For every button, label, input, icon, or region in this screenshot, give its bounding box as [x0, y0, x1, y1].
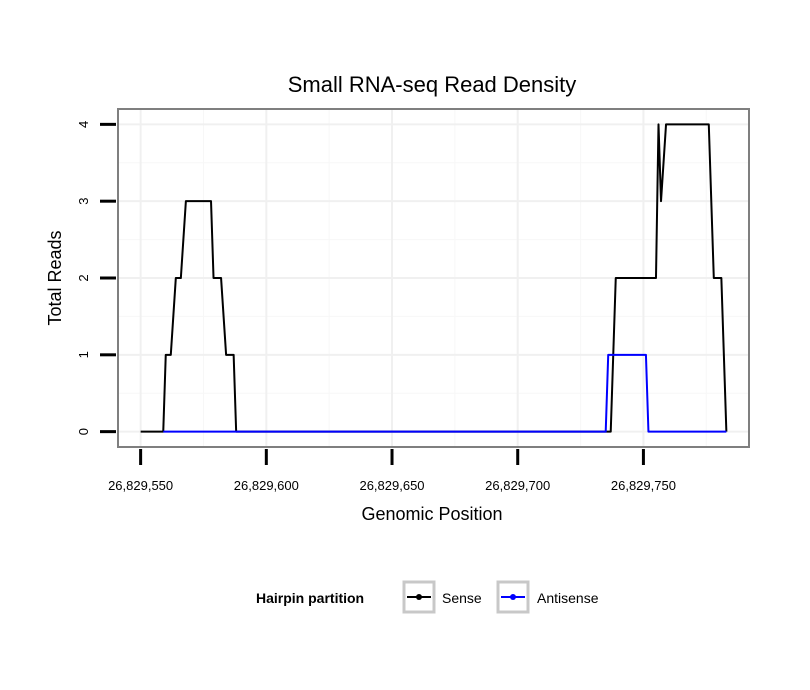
y-tick-label: 2 [76, 274, 91, 281]
y-axis-label: Total Reads [45, 230, 65, 325]
x-tick-label: 26,829,550 [108, 478, 173, 493]
x-tick-label: 26,829,650 [359, 478, 424, 493]
y-axis: 0 1 2 3 4 [76, 121, 116, 435]
legend-item-antisense: Antisense [496, 580, 599, 614]
x-tick-label: 26,829,600 [234, 478, 299, 493]
legend-item-sense: Sense [402, 580, 482, 614]
x-axis-label: Genomic Position [361, 504, 502, 524]
legend-title: Hairpin partition [256, 590, 364, 606]
legend-label-sense: Sense [442, 590, 482, 606]
legend-label-antisense: Antisense [537, 590, 599, 606]
y-tick-label: 4 [76, 121, 91, 128]
y-tick-label: 1 [76, 351, 91, 358]
legend-dot-sense [416, 594, 422, 600]
legend: Hairpin partition Sense Antisense [256, 580, 599, 614]
series-layer [140, 123, 728, 433]
plot-border [117, 108, 750, 448]
series-line-sense [140, 123, 728, 433]
legend-dot-antisense [510, 594, 516, 600]
x-tick-label: 26,829,750 [611, 478, 676, 493]
x-tick-label: 26,829,700 [485, 478, 550, 493]
y-tick-label: 3 [76, 198, 91, 205]
series-line-antisense [163, 353, 727, 433]
y-tick-label: 0 [76, 428, 91, 435]
chart-title: Small RNA-seq Read Density [288, 72, 577, 97]
x-axis: 26,829,550 26,829,600 26,829,650 26,829,700… [108, 449, 676, 493]
